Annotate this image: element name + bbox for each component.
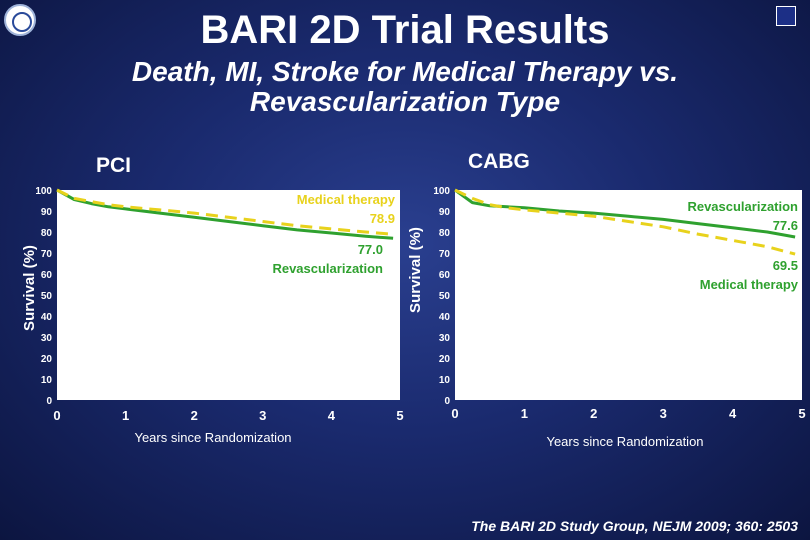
cabg-y-tick-label: 40 [439,312,451,323]
pci-plot-area [57,190,400,400]
pci-y-tick-label: 90 [41,207,53,218]
cabg-panel-label: CABG [468,150,530,173]
cabg-y-tick-label: 30 [439,333,451,344]
pci-y-tick-label: 30 [41,333,53,344]
cabg-x-tick-label: 5 [798,406,805,421]
slide-subtitle: Death, MI, Stroke for Medical Therapy vs… [60,57,750,117]
pci-y-tick-label: 70 [41,249,53,260]
pci-x-tick-label: 2 [191,408,198,423]
cabg-x-tick-label: 2 [590,406,597,421]
cabg-plot-area [455,190,802,400]
slide-title: BARI 2D Trial Results [200,8,610,52]
cabg-y-tick-label: 20 [439,354,451,365]
cabg-y-tick-label: 100 [433,186,450,197]
subtitle-line-1: Death, MI, Stroke for Medical Therapy vs… [131,56,679,87]
pci-annotation-line2: Revascularization [272,261,383,276]
cabg-x-tick-label: 3 [660,406,667,421]
pci-x-tick-label: 4 [328,408,336,423]
pci-annotation-line1: 77.0 [358,242,383,257]
cabg-annotation-line2: Medical therapy [700,277,799,292]
pci-x-tick-label: 5 [396,408,403,423]
cabg-y-tick-label: 10 [439,375,451,386]
pci-y-tick-label: 50 [41,291,53,302]
pci-y-tick-label: 100 [35,186,52,197]
pci-y-tick-label: 10 [41,375,53,386]
pci-panel-label: PCI [96,154,132,177]
heart-logo [776,6,796,26]
cabg-annotation-line1: 69.5 [773,258,798,273]
pci-annotation-line2: 78.9 [370,211,395,226]
cabg-y-tick-label: 0 [444,396,450,407]
cabg-y-tick-label: 50 [439,291,451,302]
cabg-x-axis-title: Years since Randomization [546,434,703,449]
citation: The BARI 2D Study Group, NEJM 2009; 360:… [471,518,798,534]
pci-revascularization-line [56,188,394,240]
pci-y-tick-label: 40 [41,312,53,323]
cabg-x-tick-label: 0 [451,406,458,421]
pci-y-tick-label: 80 [41,228,53,239]
pci-x-tick-label: 1 [122,408,129,423]
pci-x-axis-title: Years since Randomization [134,430,291,445]
pci-x-tick-label: 3 [259,408,266,423]
pci-y-tick-label: 60 [41,270,53,281]
cabg-x-tick-label: 1 [521,406,528,421]
pci-y-tick-label: 0 [46,396,52,407]
cabg-y-tick-label: 70 [439,249,451,260]
cabg-y-tick-label: 90 [439,207,451,218]
cabg-y-tick-label: 60 [439,270,451,281]
bari-logo [4,4,36,36]
cabg-medical-therapy-line [454,188,796,256]
pci-annotation-line1: Medical therapy [297,192,396,207]
subtitle-line-2: Revascularization Type [249,86,561,117]
pci-y-axis-title: Survival (%) [21,245,38,331]
pci-p-value: P = 0.15 [120,314,181,331]
cabg-revascularization-line [454,188,796,239]
pci-medical-therapy-line [56,188,394,236]
cabg-y-tick-label: 80 [439,228,451,239]
pci-y-tick-label: 20 [41,354,53,365]
cabg-annotation-line1: Revascularization [687,199,798,214]
cabg-x-tick-label: 4 [729,406,737,421]
cabg-y-axis-title: Survival (%) [407,227,424,313]
pci-x-tick-label: 0 [53,408,60,423]
cabg-annotation-line2: 77.6 [773,218,798,233]
cabg-p-value: P = 0.01 [499,311,559,328]
